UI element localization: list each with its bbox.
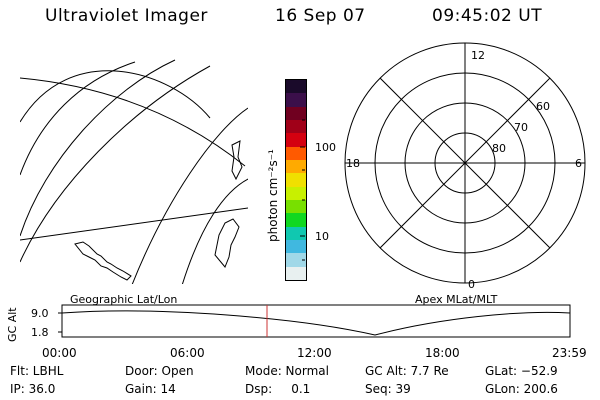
colorbar-segment [286, 213, 306, 227]
latitude-arc [20, 65, 211, 263]
longitude-line [20, 207, 248, 241]
mlat-label: 60 [536, 100, 550, 113]
colorbar-segment [286, 253, 306, 267]
mlt-label-right: 6 [575, 157, 582, 170]
time-display: 09:45:02 UT [432, 6, 543, 26]
colorbar-segment [286, 266, 306, 280]
alt-axis-label: GC Alt [6, 307, 19, 342]
colorbar-segment [286, 133, 306, 147]
colorbar-segment [286, 199, 306, 214]
glat-readout: GLat: −52.9 [485, 364, 558, 378]
time-tick: 23:59 [552, 346, 587, 360]
colorbar-segment [286, 93, 306, 107]
filter-readout: Flt: LBHL [10, 364, 64, 378]
colorbar-segment [286, 119, 306, 134]
colorbar-segment [286, 186, 306, 200]
glon-readout: GLon: 200.6 [485, 382, 558, 396]
mlt-label-left: 18 [346, 157, 360, 170]
time-tick: 12:00 [297, 346, 332, 360]
time-tick: 00:00 [42, 346, 77, 360]
altitude-timeline: GC Alt 9.0 1.8 00:00 06:00 12:00 18:00 2… [6, 304, 587, 360]
coastline [214, 218, 240, 268]
gc-alt-readout: GC Alt: 7.7 Re [365, 364, 449, 378]
colorbar-segment [286, 173, 306, 187]
geographic-panel-label: Geographic Lat/Lon [70, 293, 178, 306]
geographic-map [20, 59, 248, 284]
latitude-arc [131, 107, 248, 284]
mlat-label: 70 [514, 121, 528, 134]
mlt-label-bottom: 0 [468, 278, 475, 291]
mlat-label: 80 [492, 142, 506, 155]
colorbar-segment [286, 239, 306, 254]
app-title: Ultraviolet Imager [45, 6, 208, 26]
latitude-arc [20, 61, 136, 176]
coastline [231, 140, 243, 181]
polar-plot: 12 18 6 0 60 70 80 [344, 42, 586, 291]
date-display: 16 Sep 07 [275, 6, 366, 26]
colorbar-segment [286, 106, 306, 120]
colorbar-segment [286, 80, 306, 94]
latitude-arc [20, 70, 211, 123]
time-tick: 18:00 [425, 346, 460, 360]
colorbar-tick-label: 10 [315, 230, 329, 243]
latitude-arc [20, 77, 246, 167]
colorbar-ticks: 100 10 photon cm⁻²s⁻¹ [266, 119, 336, 261]
coastline [74, 241, 132, 281]
ip-readout: IP: 36.0 [10, 382, 56, 396]
latitude-arc [182, 178, 248, 284]
colorbar-segment [286, 146, 306, 160]
colorbar [285, 79, 307, 281]
colorbar-segment [286, 159, 306, 174]
time-tick: 06:00 [170, 346, 205, 360]
colorbar-label: photon cm⁻²s⁻¹ [266, 149, 280, 242]
alt-tick-low: 1.8 [31, 326, 49, 339]
mode-readout: Mode: Normal [245, 364, 329, 378]
gain-readout: Gain: 14 [125, 382, 176, 396]
seq-readout: Seq: 39 [365, 382, 411, 396]
latitude-arc [20, 59, 176, 237]
door-readout: Door: Open [125, 364, 194, 378]
apex-panel-label: Apex MLat/MLT [415, 293, 498, 306]
colorbar-tick-label: 100 [315, 141, 336, 154]
mlt-label-top: 12 [471, 49, 485, 62]
colorbar-segment [286, 226, 306, 240]
dsp-readout: Dsp: 0.1 [245, 382, 311, 396]
alt-tick-high: 9.0 [31, 307, 49, 320]
